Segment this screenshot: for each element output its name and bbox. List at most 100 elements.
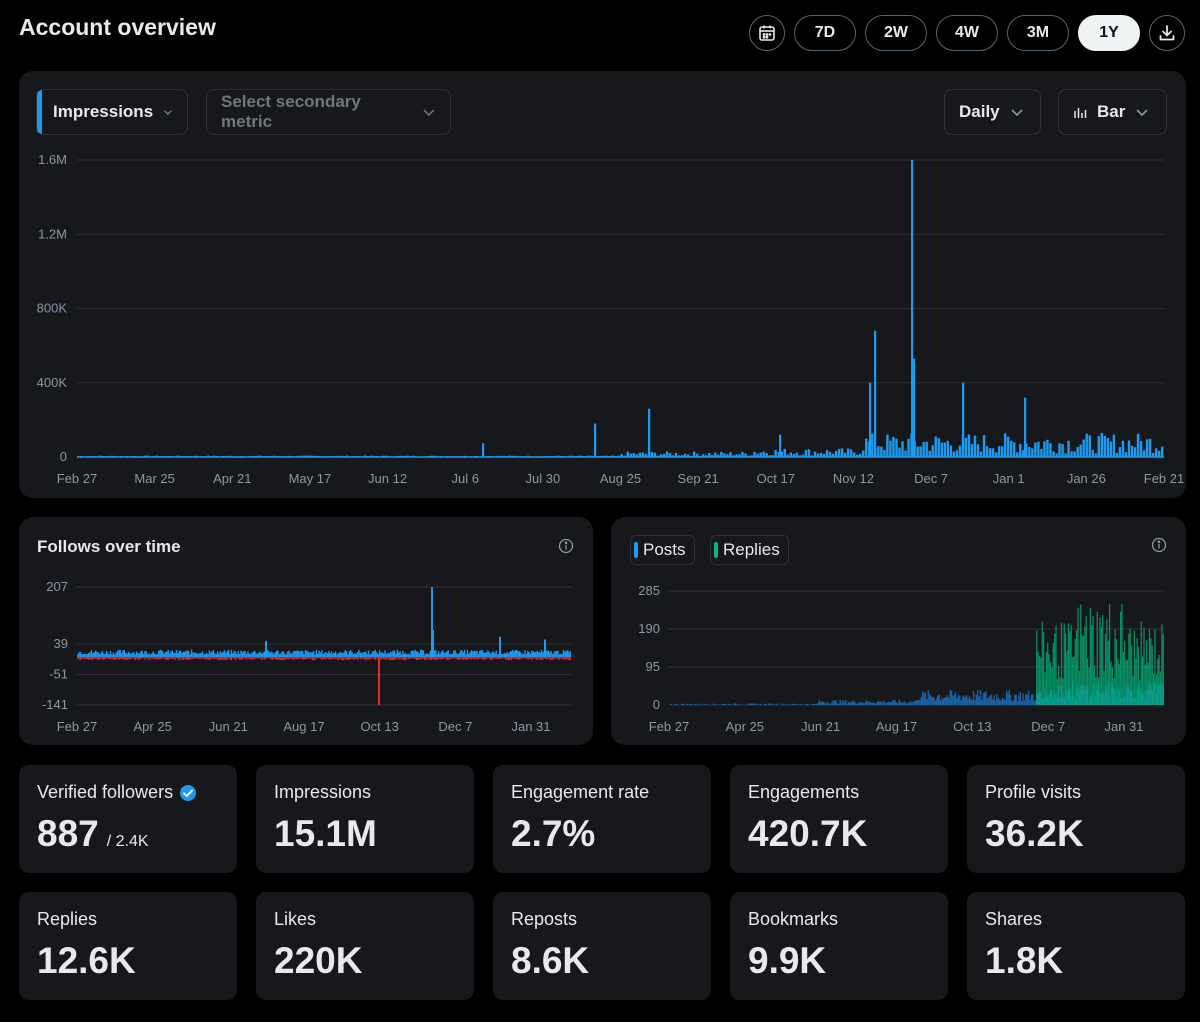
follows-bar (249, 653, 252, 658)
unfollows-bar (516, 657, 518, 659)
unfollows-bar (237, 657, 239, 659)
follows-bar (551, 654, 554, 658)
range-3m-button[interactable]: 3M (1007, 15, 1069, 51)
posts-bar (1026, 694, 1028, 705)
follows-bar (115, 652, 117, 658)
unfollows-bar (114, 657, 116, 660)
unfollows-bar (330, 657, 333, 660)
posts-bar (993, 695, 995, 705)
follows-bar (372, 651, 374, 658)
posts-bar (735, 703, 737, 705)
stat-profile-visits[interactable]: Profile visits 36.2K (967, 765, 1185, 873)
stat-label: Engagement rate (511, 782, 650, 802)
range-4w-button[interactable]: 4W (936, 15, 998, 51)
x-tick-label: Jun 21 (209, 719, 248, 734)
unfollows-bar (308, 657, 311, 659)
unfollows-bar (384, 657, 386, 660)
unfollows-bar (144, 657, 146, 660)
legend-posts[interactable]: Posts (630, 535, 695, 565)
stat-shares[interactable]: Shares 1.8K (967, 892, 1185, 1000)
stat-likes[interactable]: Likes 220K (256, 892, 474, 1000)
primary-metric-dropdown[interactable]: Impressions (36, 89, 188, 135)
follows-bar (160, 650, 163, 658)
unfollows-bar (411, 657, 414, 659)
range-7d-button[interactable]: 7D (794, 15, 856, 51)
follows-bar (182, 651, 185, 658)
interval-dropdown[interactable]: Daily (944, 89, 1041, 135)
impressions-bar (1151, 453, 1155, 457)
follows-bar (152, 651, 154, 658)
info-icon[interactable] (1151, 537, 1167, 553)
posts-bar (748, 703, 751, 705)
info-icon[interactable] (558, 538, 574, 554)
unfollows-bar (98, 657, 101, 660)
unfollows-bar (222, 657, 224, 660)
posts-bar (719, 704, 722, 705)
range-1y-button[interactable]: 1Y (1078, 15, 1140, 51)
stat-reposts[interactable]: Reposts 8.6K (493, 892, 711, 1000)
stat-bookmarks[interactable]: Bookmarks 9.9K (730, 892, 948, 1000)
posts-bar (898, 699, 900, 705)
posts-bar (807, 704, 810, 705)
range-2w-button[interactable]: 2W (865, 15, 927, 51)
posts-bar (895, 702, 898, 705)
legend-replies[interactable]: Replies (710, 535, 789, 565)
replies-bar (1043, 632, 1045, 705)
stat-engagements[interactable]: Engagements 420.7K (730, 765, 948, 873)
impressions-bar (901, 441, 904, 457)
follows-bar (358, 649, 360, 658)
impressions-bar (659, 454, 663, 457)
impressions-chart[interactable]: 1.6M 1.2M 800K 400K 0 Feb 27 Mar 25 Apr 21 May 1… (19, 71, 1186, 498)
follows-chart[interactable]: 207 39 -51 -141 Feb 27 Apr 25 Jun 21 Aug 17 Oct … (19, 517, 593, 745)
stat-replies[interactable]: Replies 12.6K (19, 892, 237, 1000)
unfollows-bar (458, 657, 460, 660)
impressions-chart-panel: Impressions Select secondary metric Dail… (19, 71, 1186, 498)
stat-engagement-rate[interactable]: Engagement rate 2.7% (493, 765, 711, 873)
follows-bar (370, 653, 373, 658)
posts-bar (1014, 694, 1016, 705)
stat-label: Replies (37, 909, 98, 929)
posts-bar (878, 701, 880, 705)
posts-replies-chart[interactable]: 285 190 95 0 Feb 27 Apr 25 Jun 21 Aug 17 Oct 13 D… (611, 517, 1186, 745)
follows-bar (185, 650, 187, 658)
stat-verified-followers[interactable]: Verified followers 887 / 2.4K (19, 765, 237, 873)
impressions-bar (973, 435, 977, 457)
stat-impressions[interactable]: Impressions 15.1M (256, 765, 474, 873)
x-tick-label: Dec 7 (1031, 719, 1065, 734)
unfollows-bar (109, 657, 112, 659)
unfollows-bar (141, 657, 143, 659)
unfollows-bar (244, 657, 246, 659)
calendar-button[interactable] (749, 15, 785, 51)
secondary-metric-dropdown[interactable]: Select secondary metric (206, 89, 451, 135)
stat-label: Bookmarks (748, 909, 839, 929)
unfollows-bar (499, 657, 502, 659)
download-button[interactable] (1149, 15, 1185, 51)
follows-bar (94, 650, 97, 658)
follows-bar (528, 652, 530, 658)
posts-bar (919, 700, 921, 705)
unfollows-bar (389, 657, 392, 660)
follows-bar (525, 653, 528, 658)
chart-type-dropdown[interactable]: Bar (1058, 89, 1167, 135)
follows-bar (502, 653, 504, 658)
follows-bar (226, 651, 228, 658)
follows-bar (153, 653, 156, 658)
unfollows-bar (131, 657, 134, 659)
follows-bar (505, 653, 507, 658)
unfollows-bar (391, 657, 393, 661)
posts-bar (737, 704, 740, 705)
follows-bar (245, 653, 248, 658)
posts-bar (853, 700, 855, 705)
range-selector: 7D 2W 4W 3M 1Y (749, 15, 1185, 51)
follows-bar (86, 653, 88, 658)
unfollows-bar (306, 657, 308, 660)
unfollows-bar (229, 657, 231, 660)
follows-bar (510, 651, 512, 658)
unfollows-bar (473, 657, 475, 660)
unfollows-bar (421, 657, 423, 660)
unfollows-bar (470, 657, 473, 660)
impressions-bar (1076, 447, 1079, 457)
follows-bar (332, 653, 334, 658)
impressions-bar (702, 454, 705, 457)
follows-bar (171, 650, 174, 658)
